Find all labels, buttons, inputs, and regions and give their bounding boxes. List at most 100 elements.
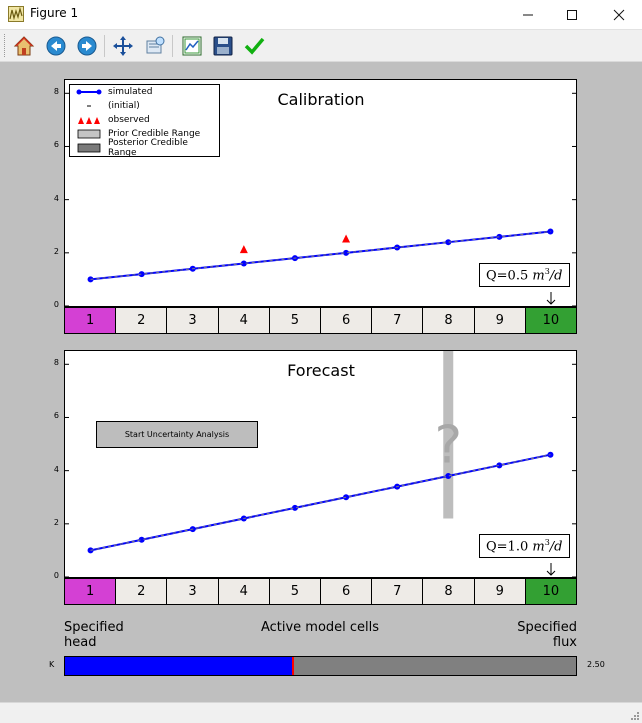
toolbar: [0, 30, 642, 62]
forecast-q-unit-den: /d: [549, 539, 563, 555]
subplots-icon[interactable]: [179, 33, 205, 59]
forecast-cell-1[interactable]: 1: [65, 579, 117, 604]
calibration-title: Calibration: [277, 90, 365, 109]
calibration-q-unit-den: /d: [549, 268, 563, 284]
calibration-cell-2[interactable]: 2: [116, 308, 168, 333]
status-bar: [0, 702, 642, 723]
specified-flux-label: Specified flux: [477, 620, 577, 650]
close-button[interactable]: [596, 0, 642, 29]
forward-icon[interactable]: [74, 33, 100, 59]
specified-flux-line1: Specified: [517, 620, 577, 635]
calibration-ytick-label: 0: [53, 300, 59, 309]
specified-head-line2: head: [64, 635, 97, 650]
start-uncertainty-analysis-button[interactable]: Start Uncertainty Analysis: [96, 421, 258, 448]
forecast-cell-8[interactable]: 8: [423, 579, 475, 604]
active-model-cells-label: Active model cells: [260, 620, 380, 635]
check-icon[interactable]: [241, 33, 267, 59]
forecast-cell-5[interactable]: 5: [269, 579, 322, 604]
legend-prior-symbol: [76, 128, 102, 140]
legend-entry-observed: observed: [76, 114, 150, 126]
legend-entry-simulated: simulated: [76, 86, 152, 98]
calibration-series-initial-line: [90, 231, 551, 280]
calibration-ytick-label: 6: [53, 140, 59, 150]
legend-entry-prior: Prior Credible Range: [76, 128, 200, 140]
forecast-cell-10[interactable]: 10: [525, 579, 578, 604]
forecast-simulated-point: [496, 462, 503, 469]
calibration-observed-point: [342, 234, 351, 243]
forecast-cell-6[interactable]: 6: [321, 579, 373, 604]
forecast-axes: Forecast ? Start Uncertainty Analysis Q=…: [54, 350, 577, 580]
forecast-q-value: Q=1.0: [486, 539, 529, 555]
home-icon[interactable]: [11, 33, 37, 59]
figure-canvas: Calibration simulated (initial) observed: [0, 62, 642, 702]
toolbar-separator: [172, 35, 173, 57]
zoom-icon[interactable]: [142, 33, 168, 59]
legend-entry-posterior: Posterior Credible Range: [76, 138, 219, 158]
slider-value-label: 2.50: [587, 660, 605, 669]
forecast-question-mark: ?: [434, 416, 462, 476]
resize-grip-icon[interactable]: [629, 710, 639, 720]
legend-observed-symbol: [76, 114, 102, 126]
forecast-cell-3[interactable]: 3: [167, 579, 219, 604]
k-slider[interactable]: [64, 656, 577, 676]
calibration-simulated-point: [343, 249, 350, 256]
forecast-cell-4[interactable]: 4: [218, 579, 270, 604]
calibration-cell-6[interactable]: 6: [321, 308, 373, 333]
calibration-simulated-point: [496, 233, 503, 240]
k-slider-fill: [65, 657, 293, 675]
calibration-simulated-point: [240, 260, 247, 267]
calibration-cell-7[interactable]: 7: [372, 308, 424, 333]
back-icon[interactable]: [43, 33, 69, 59]
forecast-title: Forecast: [287, 361, 355, 380]
calibration-cell-8[interactable]: 8: [423, 308, 475, 333]
calibration-cell-5[interactable]: 5: [269, 308, 322, 333]
legend-initial-label: (initial): [108, 101, 140, 111]
slider-k-label: K: [49, 660, 55, 669]
forecast-ytick-label: 0: [53, 571, 59, 580]
legend-entry-initial: (initial): [76, 100, 140, 112]
calibration-simulated-point: [445, 239, 452, 246]
calibration-ytick-label: 4: [53, 193, 59, 203]
calibration-cell-9[interactable]: 9: [474, 308, 526, 333]
maximize-button[interactable]: [549, 0, 595, 29]
calibration-axes: Calibration simulated (initial) observed: [54, 79, 577, 309]
forecast-cell-9[interactable]: 9: [474, 579, 526, 604]
window-title: Figure 1: [30, 6, 79, 20]
forecast-simulated-point: [138, 536, 145, 543]
forecast-series-initial-line: [90, 454, 551, 551]
toolbar-grip: [4, 34, 8, 57]
forecast-cell-2[interactable]: 2: [116, 579, 168, 604]
specified-head-label: Specified head: [64, 620, 124, 650]
forecast-flux-label: Q=1.0 m3/d: [479, 534, 570, 559]
legend-initial-symbol: [76, 100, 102, 112]
calibration-q-unit-exp: 3: [544, 267, 550, 276]
calibration-cell-1[interactable]: 1: [65, 308, 117, 333]
calibration-flux-label: Q=0.5 m3/d: [479, 263, 570, 288]
forecast-cells: 1 2 3 4 5 6 7 8 9 10: [64, 578, 578, 605]
forecast-ytick-label: 8: [53, 358, 59, 368]
app-icon: [8, 6, 24, 22]
legend-simulated-label: simulated: [108, 87, 153, 97]
calibration-cell-3[interactable]: 3: [167, 308, 219, 333]
k-slider-handle[interactable]: [292, 657, 295, 675]
forecast-question-bar: [443, 351, 454, 519]
save-icon[interactable]: [210, 33, 236, 59]
forecast-plot: ?: [65, 351, 576, 577]
legend-prior-label: Prior Credible Range: [108, 129, 201, 139]
forecast-ytick-label: 4: [53, 464, 59, 474]
pan-icon[interactable]: [110, 33, 136, 59]
specified-head-line1: Specified: [64, 620, 124, 635]
legend-posterior-label: Posterior Credible Range: [108, 138, 188, 158]
calibration-flux-arrow: [546, 292, 556, 305]
forecast-ytick-label: 2: [53, 517, 59, 527]
legend-posterior-symbol: [76, 142, 102, 154]
calibration-cell-4[interactable]: 4: [218, 308, 270, 333]
forecast-cell-7[interactable]: 7: [372, 579, 424, 604]
toolbar-separator: [104, 35, 105, 57]
calibration-cell-10[interactable]: 10: [525, 308, 578, 333]
calibration-legend: simulated (initial) observed Prior Credi…: [69, 84, 220, 158]
legend-observed-label: observed: [108, 115, 150, 125]
forecast-flux-arrow: [546, 563, 556, 576]
forecast-ytick-label: 6: [53, 411, 59, 421]
minimize-button[interactable]: [505, 0, 551, 29]
